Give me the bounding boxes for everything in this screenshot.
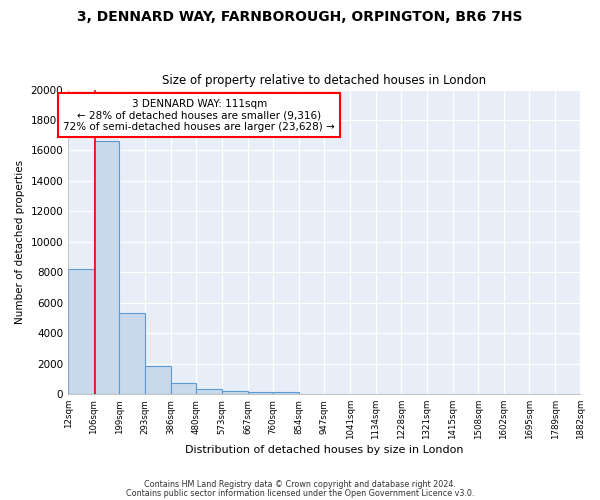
Bar <box>222 391 248 394</box>
Text: 3, DENNARD WAY, FARNBOROUGH, ORPINGTON, BR6 7HS: 3, DENNARD WAY, FARNBOROUGH, ORPINGTON, … <box>77 10 523 24</box>
Text: Contains public sector information licensed under the Open Government Licence v3: Contains public sector information licen… <box>126 488 474 498</box>
Bar <box>94 142 119 394</box>
Y-axis label: Number of detached properties: Number of detached properties <box>15 160 25 324</box>
X-axis label: Distribution of detached houses by size in London: Distribution of detached houses by size … <box>185 445 464 455</box>
Bar <box>145 366 170 394</box>
Bar <box>119 314 145 394</box>
Title: Size of property relative to detached houses in London: Size of property relative to detached ho… <box>162 74 487 87</box>
Text: 3 DENNARD WAY: 111sqm
← 28% of detached houses are smaller (9,316)
72% of semi-d: 3 DENNARD WAY: 111sqm ← 28% of detached … <box>63 98 335 132</box>
Bar <box>170 382 196 394</box>
Bar <box>196 390 222 394</box>
Bar <box>248 392 273 394</box>
Bar <box>68 270 94 394</box>
Bar <box>273 392 299 394</box>
Text: Contains HM Land Registry data © Crown copyright and database right 2024.: Contains HM Land Registry data © Crown c… <box>144 480 456 489</box>
